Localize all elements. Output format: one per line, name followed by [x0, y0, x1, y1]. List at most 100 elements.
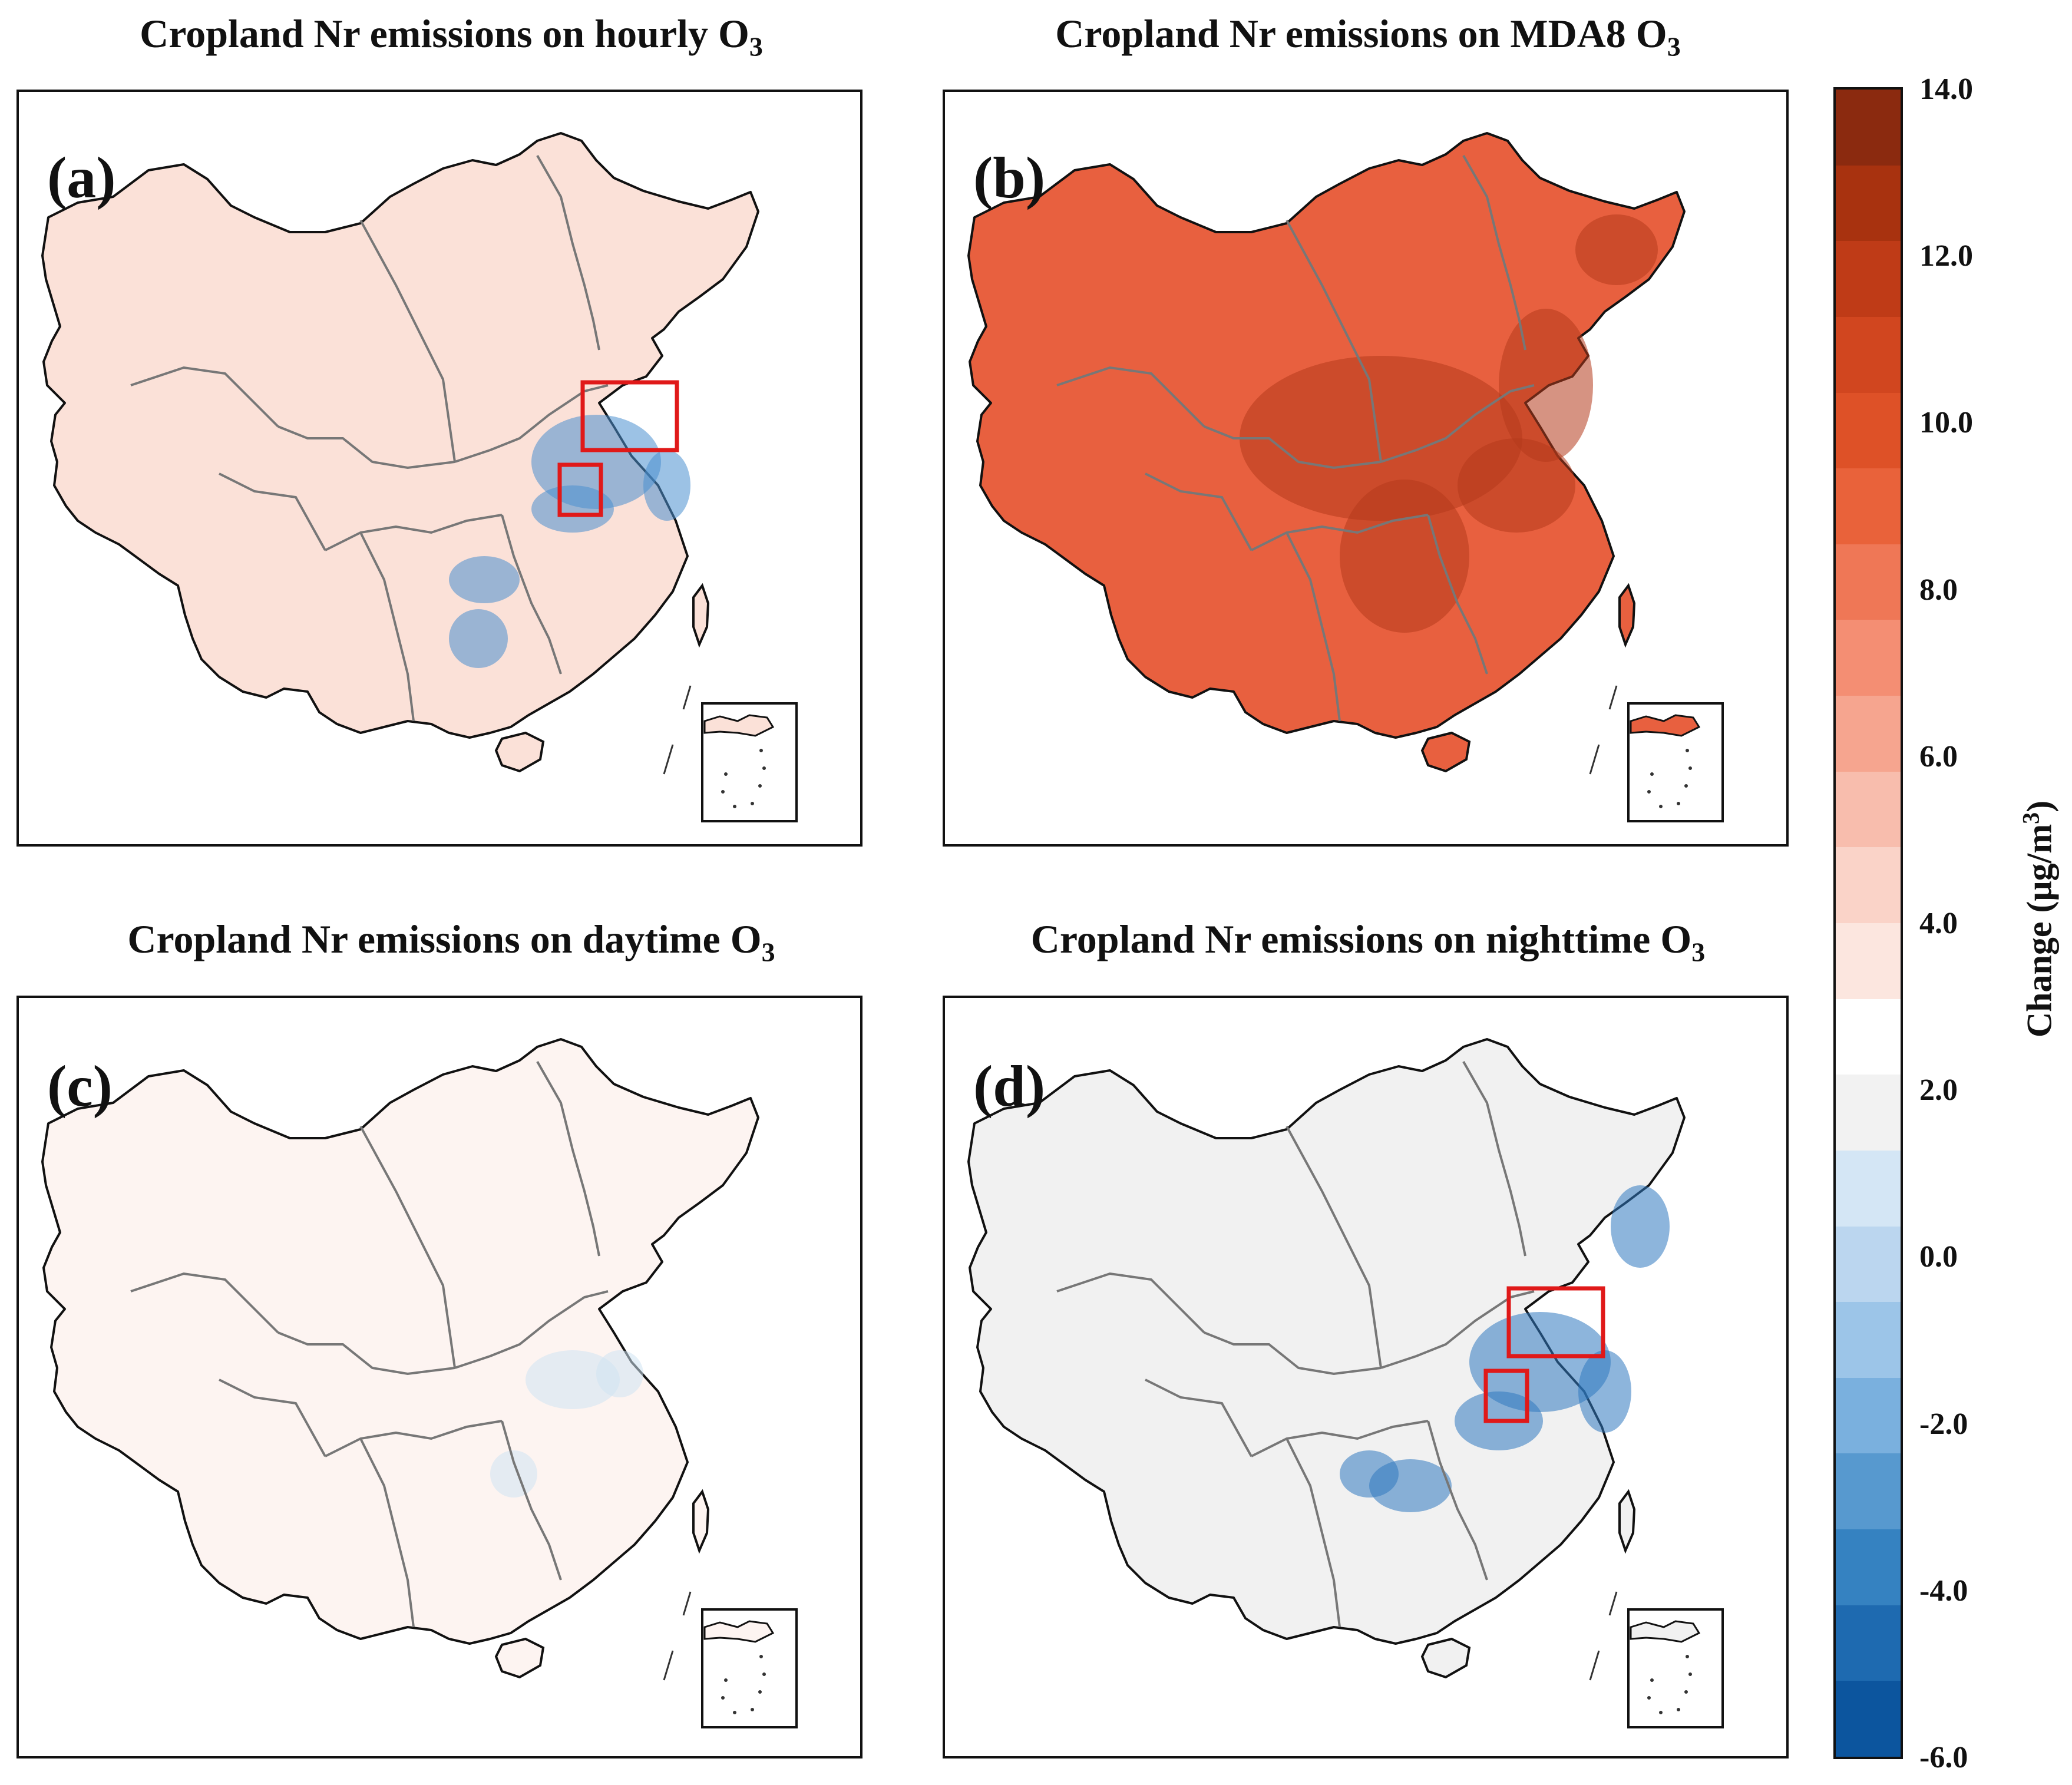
- panel-c-title: Cropland Nr emissions on daytime O3: [127, 917, 775, 967]
- value-hotspot: [1578, 1350, 1631, 1433]
- colorbar-segment: [1836, 316, 1901, 394]
- colorbar-segment: [1836, 999, 1901, 1076]
- south-china-sea-inset: [1627, 702, 1724, 822]
- inset-dash: [1647, 790, 1651, 794]
- value-hotspot: [531, 485, 614, 533]
- panel-c-label: (c): [47, 1053, 113, 1119]
- province-boundary: [359, 1126, 456, 1368]
- colorbar-segment: [1836, 1605, 1901, 1682]
- highlight-box: [580, 380, 679, 452]
- value-hotspot: [1469, 1312, 1611, 1412]
- province-boundary: [1056, 1272, 1205, 1334]
- province-boundary: [536, 1061, 600, 1257]
- province-boundary: [325, 1420, 503, 1457]
- china-mainland-shape: [41, 1038, 759, 1645]
- map-group-c: [41, 1038, 798, 1728]
- province-boundary: [536, 155, 600, 351]
- value-hotspot: [531, 415, 661, 509]
- inset-dash: [1650, 1678, 1654, 1682]
- taiwan-island: [692, 583, 710, 648]
- province-boundary: [325, 514, 503, 551]
- map-panel-b: (b): [943, 90, 1789, 847]
- map-a-svg: [41, 132, 798, 822]
- province-boundary: [1427, 1420, 1488, 1581]
- inset-dash: [758, 784, 762, 788]
- highlight-box: [557, 462, 603, 517]
- province-boundary: [219, 472, 326, 551]
- hainan-island: [1420, 1637, 1471, 1679]
- inset-dash: [762, 766, 766, 770]
- value-hotspot: [643, 450, 690, 521]
- value-hotspot: [1340, 480, 1469, 633]
- colorbar-segment: [1836, 696, 1901, 772]
- value-hotspot: [596, 1350, 643, 1397]
- map-panel-d: (d): [943, 996, 1789, 1758]
- inset-dash: [1659, 1711, 1663, 1714]
- taiwan-island: [1618, 1489, 1636, 1554]
- south-china-sea-inset: [701, 702, 798, 822]
- panel-b-label: (b): [973, 145, 1046, 210]
- colorbar-segment: [1836, 468, 1901, 545]
- inset-dash: [721, 1696, 725, 1700]
- colorbar-segment: [1836, 923, 1901, 1000]
- province-boundary: [454, 1290, 609, 1369]
- map-group-d: [967, 1038, 1724, 1728]
- panel-b-title: Cropland Nr emissions on MDA8 O3: [1055, 11, 1681, 62]
- inset-dash: [1647, 1696, 1651, 1700]
- province-boundary: [501, 514, 562, 675]
- inset-coastline: [703, 1620, 775, 1643]
- inset-dash: [759, 1655, 763, 1658]
- colorbar-segment: [1836, 1150, 1901, 1227]
- colorbar-tick-label: 4.0: [1919, 907, 1958, 940]
- colorbar-segment: [1836, 1302, 1901, 1379]
- inset-dash: [751, 1708, 754, 1711]
- south-china-sea-inset: [1627, 1608, 1724, 1728]
- highlight-box: [1506, 1286, 1605, 1358]
- inset-dash: [1688, 1672, 1692, 1676]
- colorbar-segment: [1836, 1453, 1901, 1531]
- colorbar-segment: [1836, 392, 1901, 470]
- inset-dash: [1684, 1690, 1688, 1694]
- colorbar-segment: [1836, 241, 1901, 318]
- map-group-b: [967, 132, 1724, 822]
- value-hotspot: [449, 609, 508, 668]
- dashed-boundary: [1608, 685, 1618, 710]
- inset-coastline: [703, 714, 775, 737]
- panel-d-title: Cropland Nr emissions on nighttime O3: [1030, 917, 1706, 967]
- colorbar-tick-label: -6.0: [1919, 1741, 1968, 1774]
- map-panel-a: (a): [16, 90, 862, 847]
- value-hotspot: [490, 1450, 537, 1498]
- highlight-box: [1483, 1368, 1529, 1423]
- province-boundary: [501, 1420, 562, 1581]
- province-boundary: [359, 1438, 415, 1628]
- province-boundary: [1251, 514, 1429, 551]
- province-boundary: [277, 1331, 455, 1376]
- inset-dash: [721, 790, 725, 794]
- inset-dash: [751, 802, 754, 805]
- map-d-svg: [967, 1038, 1724, 1728]
- taiwan-island: [1618, 583, 1636, 648]
- inset-dash: [724, 1678, 728, 1682]
- colorbar-segment: [1836, 90, 1901, 166]
- province-boundary: [1462, 1061, 1526, 1257]
- inset-dash: [762, 1672, 766, 1676]
- colorbar-segment: [1836, 544, 1901, 621]
- inset-dash: [759, 749, 763, 752]
- dashed-boundary: [663, 744, 674, 775]
- colorbar-tick-label: 10.0: [1919, 406, 1973, 440]
- province-boundary: [1145, 472, 1253, 551]
- province-boundary: [1286, 1438, 1341, 1628]
- china-mainland-shape: [41, 132, 759, 739]
- colorbar-tick-label: 12.0: [1919, 239, 1973, 273]
- colorbar-segment: [1836, 771, 1901, 848]
- colorbar-tick-label: 2.0: [1919, 1073, 1958, 1108]
- province-boundary: [359, 220, 456, 462]
- dashed-boundary: [682, 1591, 692, 1616]
- province-boundary: [1204, 425, 1382, 470]
- value-hotspot: [526, 1350, 620, 1409]
- inset-dash: [1677, 1708, 1680, 1711]
- map-b-svg: [967, 132, 1724, 822]
- inset-dash: [724, 772, 728, 776]
- hainan-island: [494, 1637, 545, 1679]
- inset-dash: [1686, 749, 1689, 752]
